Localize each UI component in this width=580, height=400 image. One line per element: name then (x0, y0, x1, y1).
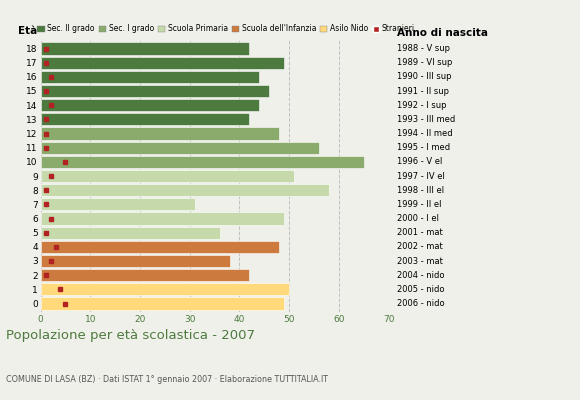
Bar (41, 156, 364, 168)
Text: 1990 - III sup: 1990 - III sup (397, 72, 452, 81)
Bar (41, 170, 294, 182)
Text: 2004 - nido: 2004 - nido (397, 271, 445, 280)
Text: 2003 - mat: 2003 - mat (397, 256, 443, 266)
Text: 1996 - V el: 1996 - V el (397, 157, 443, 166)
Bar (41, 42, 249, 54)
Bar (41, 71, 259, 83)
Text: 2001 - mat: 2001 - mat (397, 228, 443, 237)
Text: 2006 - nido: 2006 - nido (397, 299, 445, 308)
Bar (41, 227, 220, 239)
Text: Età: Età (18, 26, 37, 36)
Text: 2000 - I el: 2000 - I el (397, 214, 439, 223)
Bar (41, 85, 269, 97)
Bar (41, 198, 195, 210)
Bar (41, 212, 284, 224)
Text: 1989 - VI sup: 1989 - VI sup (397, 58, 452, 67)
Bar (41, 255, 230, 267)
Text: 1997 - IV el: 1997 - IV el (397, 172, 445, 180)
Text: 2005 - nido: 2005 - nido (397, 285, 445, 294)
Text: 1992 - I sup: 1992 - I sup (397, 101, 447, 110)
Legend: Sec. II grado, Sec. I grado, Scuola Primaria, Scuola dell'Infanzia, Asilo Nido, : Sec. II grado, Sec. I grado, Scuola Prim… (38, 24, 415, 34)
Bar (41, 298, 284, 310)
Text: 1994 - II med: 1994 - II med (397, 129, 453, 138)
Bar (41, 99, 259, 111)
Bar (41, 269, 249, 281)
Text: 1988 - V sup: 1988 - V sup (397, 44, 450, 53)
Bar (41, 184, 329, 196)
Bar (41, 142, 319, 154)
Text: 1993 - III med: 1993 - III med (397, 115, 455, 124)
Text: 1998 - III el: 1998 - III el (397, 186, 444, 195)
Text: 1991 - II sup: 1991 - II sup (397, 86, 450, 96)
Text: Anno di nascita: Anno di nascita (397, 28, 488, 38)
Bar (41, 113, 249, 125)
Bar (41, 283, 289, 295)
Bar (41, 128, 279, 140)
Bar (41, 57, 284, 69)
Text: 2002 - mat: 2002 - mat (397, 242, 443, 251)
Text: 1995 - I med: 1995 - I med (397, 143, 451, 152)
Bar (41, 241, 279, 253)
Text: Popolazione per età scolastica - 2007: Popolazione per età scolastica - 2007 (6, 329, 255, 342)
Text: COMUNE DI LASA (BZ) · Dati ISTAT 1° gennaio 2007 · Elaborazione TUTTITALIA.IT: COMUNE DI LASA (BZ) · Dati ISTAT 1° genn… (6, 375, 328, 384)
Text: 1999 - II el: 1999 - II el (397, 200, 442, 209)
